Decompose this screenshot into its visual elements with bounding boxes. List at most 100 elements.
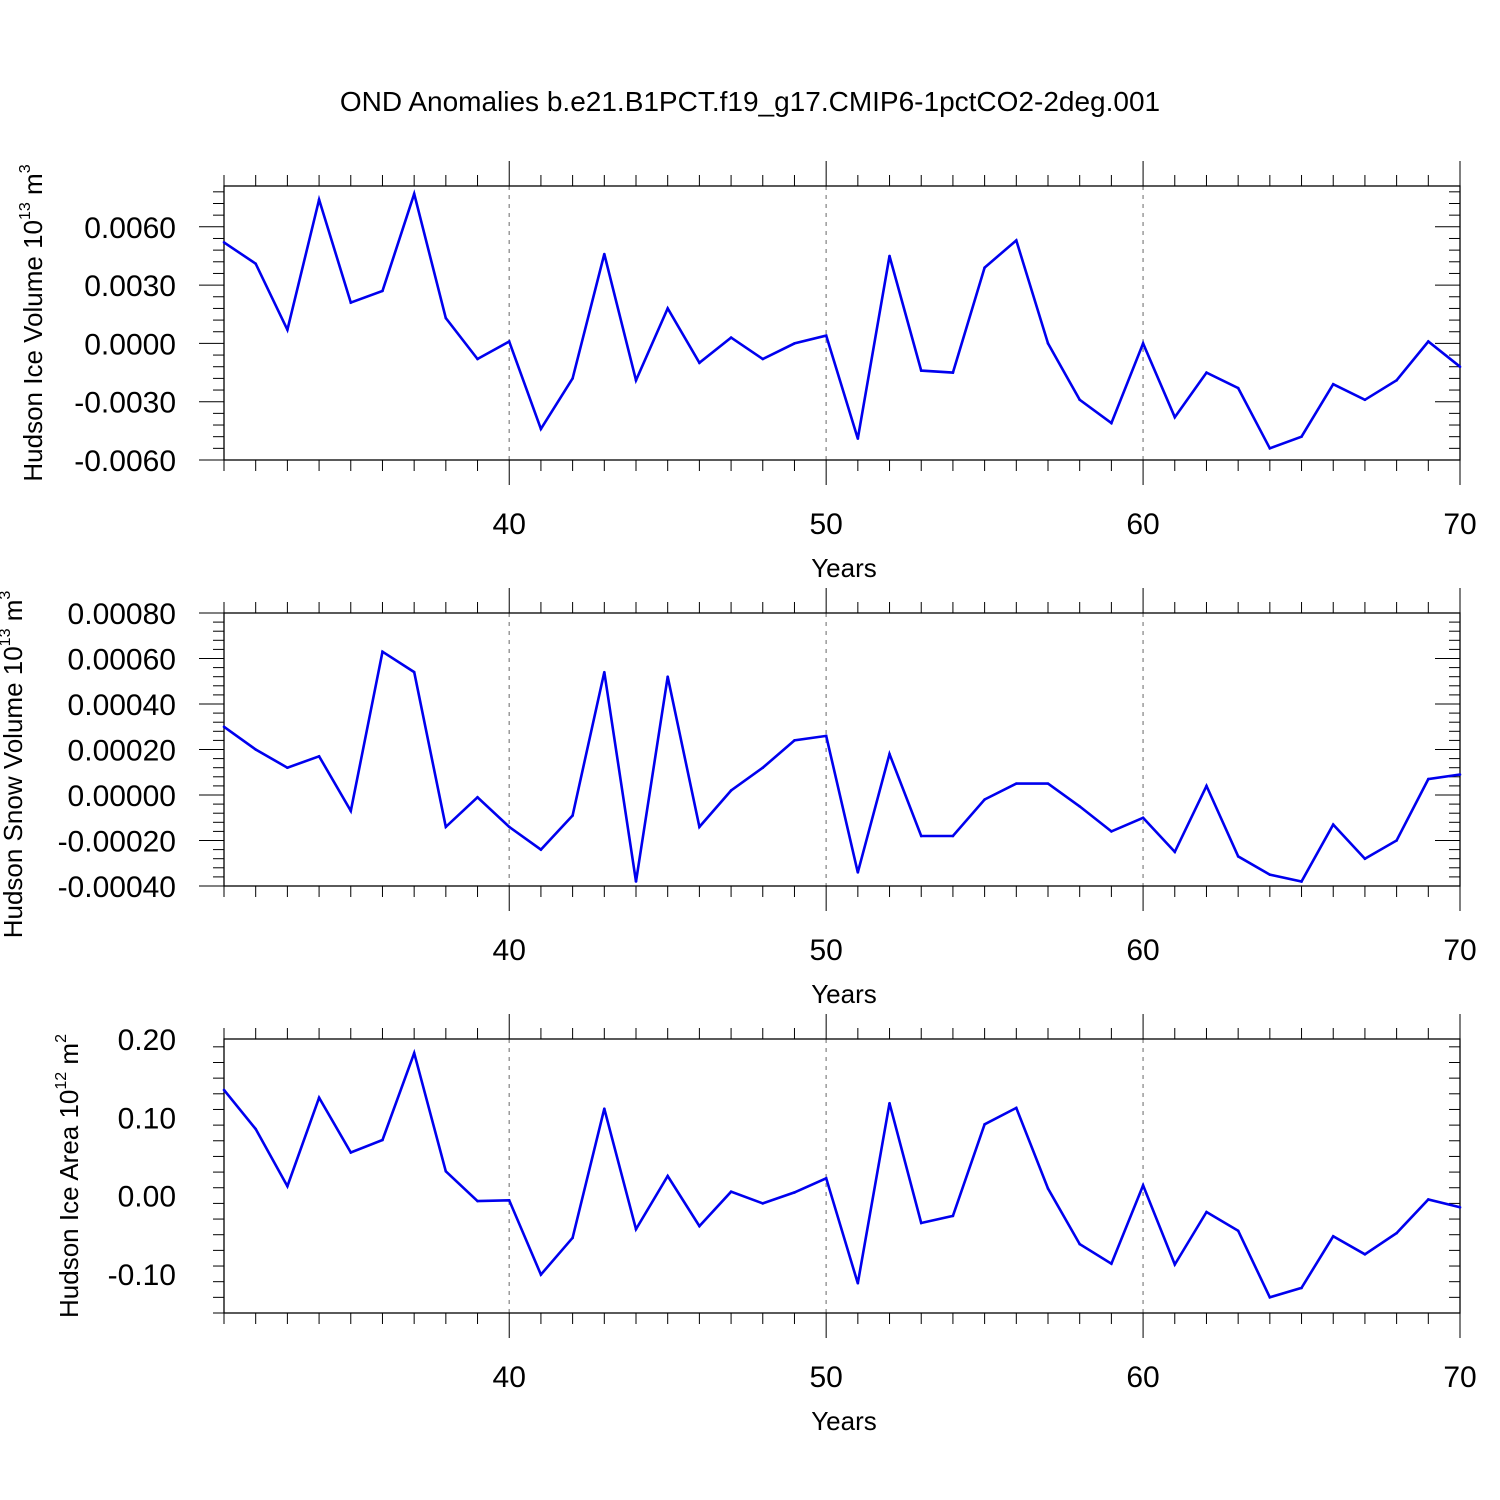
data-point (381, 650, 384, 653)
data-point (476, 357, 479, 361)
x-tick-label: 50 (809, 934, 842, 967)
data-point (412, 670, 416, 674)
data-point (761, 357, 765, 361)
data-point (1078, 1242, 1081, 1246)
data-point (634, 1227, 638, 1231)
x-axis-label: Years (811, 1406, 877, 1436)
y-tick-label: -0.00020 (58, 826, 176, 859)
panel-frame (223, 185, 1461, 461)
data-point (349, 301, 353, 304)
x-axis-label: Years (811, 979, 877, 1009)
data-point (888, 752, 891, 756)
data-point (1110, 830, 1113, 833)
data-point (698, 1224, 701, 1228)
data-point (539, 1273, 543, 1276)
y-axis-label: Hudson Ice Volume 1013 m3 (17, 164, 48, 481)
y-tick-label: 0.00040 (68, 689, 176, 722)
data-point (698, 825, 701, 829)
data-point (793, 739, 796, 742)
data-point (1300, 435, 1303, 438)
data-point (381, 1138, 384, 1142)
y-axis-label: Hudson Snow Volume 1013 m3 (0, 591, 28, 939)
data-point (983, 798, 986, 801)
data-point (317, 755, 321, 758)
x-tick-label: 60 (1126, 1361, 1159, 1394)
panel-frame (223, 1038, 1461, 1314)
data-point (412, 192, 416, 196)
data-point (1268, 447, 1272, 450)
data-point (666, 307, 669, 310)
data-point (1363, 857, 1367, 860)
data-point (286, 1184, 289, 1188)
y-tick-label: -0.0060 (74, 445, 176, 478)
data-point (1078, 398, 1081, 402)
data-point (444, 825, 448, 829)
x-tick-label: 70 (1443, 1361, 1476, 1394)
data-point (444, 316, 448, 320)
panel-frame (223, 612, 1461, 887)
data-point (1015, 782, 1018, 785)
data-point (824, 1177, 828, 1180)
y-tick-label: 0.20 (118, 1024, 176, 1057)
data-point (1395, 379, 1398, 382)
data-point (1331, 1234, 1335, 1238)
data-point (666, 675, 669, 678)
y-tick-label: -0.00040 (58, 871, 176, 904)
data-point (1110, 421, 1113, 425)
data-point (793, 342, 796, 345)
y-tick-label: 0.00060 (68, 644, 176, 677)
data-point (317, 198, 321, 201)
data-point (286, 328, 289, 332)
data-point (919, 1221, 923, 1225)
data-point (254, 748, 257, 751)
data-point (1331, 382, 1335, 386)
panel-snow-volume: -0.00040 -0.00020 0.00000 0.00020 0.00040 0.0… (0, 588, 1477, 1009)
x-tick-label: 50 (809, 508, 842, 541)
y-axis-label: Hudson Ice Area 1012 m2 (53, 1034, 84, 1318)
y-tick-label: 0.10 (118, 1102, 176, 1135)
data-point (919, 834, 923, 838)
data-point (1236, 855, 1240, 858)
data-point (476, 795, 479, 799)
data-point (539, 427, 543, 431)
data-point (412, 1051, 416, 1055)
data-point (634, 880, 638, 883)
data-point (1363, 398, 1367, 402)
data-point (1236, 386, 1240, 390)
data-point (1458, 1206, 1462, 1209)
data-point (951, 371, 955, 374)
series-line-snow-volume (223, 649, 1461, 883)
data-point (349, 1151, 353, 1154)
data-point (571, 1236, 574, 1240)
data-point (698, 361, 701, 365)
data-point (539, 848, 543, 851)
y-tick-label: 0.00 (118, 1181, 176, 1214)
data-point (729, 1190, 733, 1193)
data-point (1363, 1252, 1367, 1256)
y-tick-label: 0.0060 (84, 212, 176, 245)
data-point (983, 266, 986, 269)
data-point (1268, 1296, 1272, 1299)
y-tick-label: 0.00080 (68, 598, 176, 631)
data-point (1300, 880, 1303, 883)
data-point (1236, 1229, 1240, 1233)
data-point (983, 1123, 986, 1126)
data-point (761, 766, 765, 769)
data-point (1205, 784, 1208, 788)
x-axis-label: Years (811, 553, 877, 583)
data-point (729, 789, 733, 792)
y-tick-label: 0.0000 (84, 328, 176, 361)
data-point (856, 871, 860, 874)
data-point (1427, 777, 1430, 781)
data-point (793, 1191, 796, 1194)
data-point (1395, 1231, 1398, 1235)
data-point (1205, 371, 1208, 374)
data-point (254, 262, 257, 266)
data-point (507, 825, 511, 829)
y-tick-label: 0.00000 (68, 780, 176, 813)
data-point (1015, 1106, 1018, 1110)
data-point (1331, 823, 1335, 826)
data-point (824, 734, 828, 738)
x-tick-label: 60 (1126, 508, 1159, 541)
